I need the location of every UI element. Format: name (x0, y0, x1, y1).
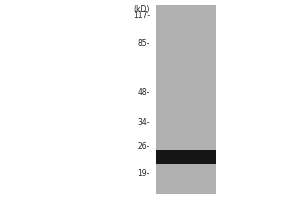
Text: He1a: He1a (176, 0, 196, 2)
Text: 85-: 85- (138, 39, 150, 48)
Text: 19-: 19- (138, 169, 150, 178)
Bar (156, 150, 216, 164)
Text: 48-: 48- (138, 88, 150, 97)
Text: 34-: 34- (137, 118, 150, 127)
Text: (kD): (kD) (134, 5, 150, 14)
Text: 117-: 117- (133, 11, 150, 20)
Bar (156, 5, 216, 194)
Text: 26-: 26- (138, 142, 150, 151)
